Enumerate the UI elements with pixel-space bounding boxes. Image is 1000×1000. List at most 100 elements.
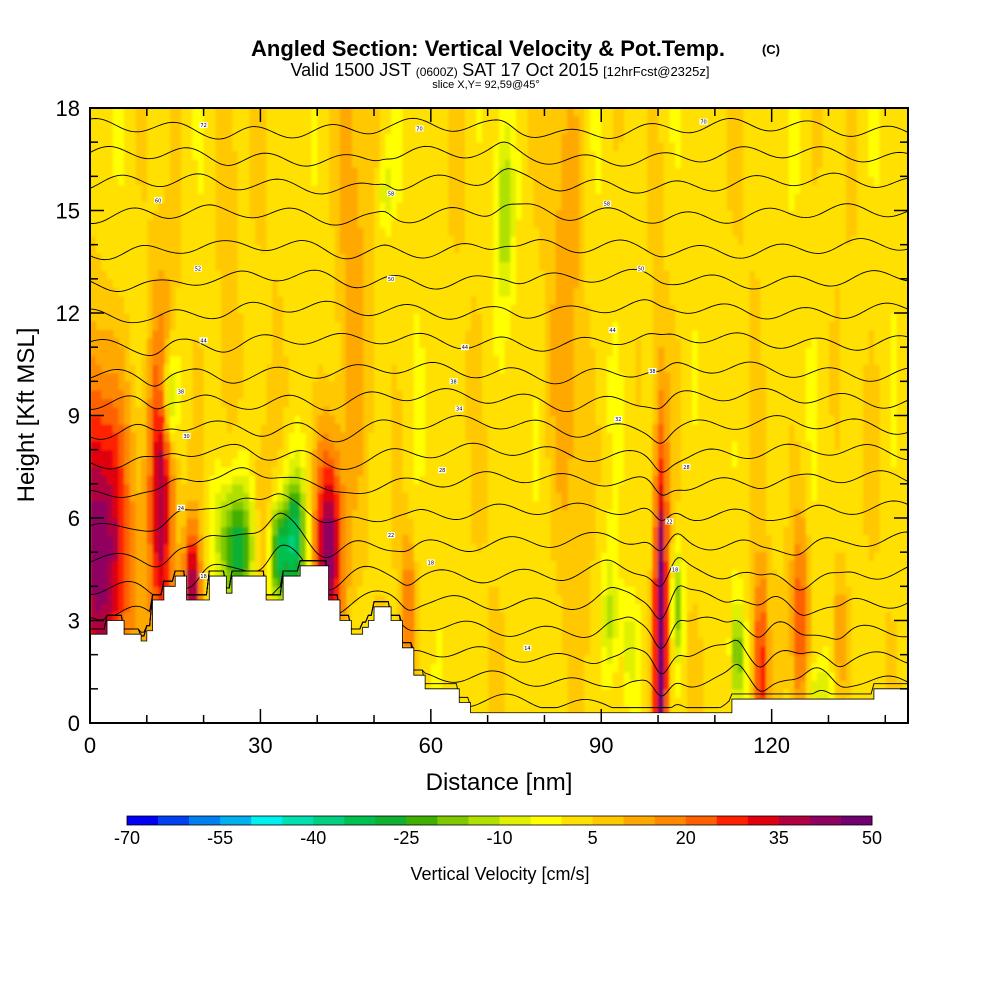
field-cell: [379, 483, 386, 493]
field-cell: [805, 526, 813, 536]
field-cell: [470, 620, 477, 630]
field-cell: [453, 577, 460, 587]
field-cell: [851, 483, 858, 493]
field-cell: [118, 603, 125, 613]
field-cell: [368, 449, 375, 459]
field-cell: [328, 526, 335, 536]
field-cell: [214, 398, 222, 408]
field-cell: [601, 688, 608, 698]
field-cell: [612, 569, 619, 579]
field-cell: [902, 680, 908, 690]
field-cell: [646, 492, 653, 502]
field-cell: [453, 535, 460, 545]
field-cell: [714, 705, 722, 716]
field-cell: [499, 398, 506, 408]
field-cell: [351, 424, 358, 434]
field-cell: [510, 509, 517, 519]
field-cell: [169, 415, 176, 425]
field-cell: [453, 441, 460, 451]
field-cell: [555, 688, 563, 698]
field-cell: [430, 466, 438, 476]
field-cell: [152, 338, 159, 348]
field-cell: [851, 389, 858, 400]
field-cell: [902, 637, 908, 647]
field-cell: [890, 526, 898, 536]
field-cell: [141, 569, 148, 579]
field-cell: [254, 560, 262, 570]
field-cell: [652, 560, 659, 570]
field-cell: [697, 398, 705, 408]
field-cell: [714, 688, 722, 698]
field-cell: [822, 680, 830, 690]
field-cell: [856, 492, 864, 502]
field-cell: [618, 458, 625, 468]
field-cell: [794, 577, 801, 587]
field-cell: [635, 629, 642, 639]
field-cell: [283, 338, 290, 348]
field-cell: [646, 389, 653, 400]
field-cell: [817, 355, 824, 365]
field-cell: [856, 535, 864, 545]
field-cell: [527, 552, 534, 562]
field-cell: [805, 620, 813, 630]
field-cell: [856, 629, 864, 639]
field-cell: [743, 432, 750, 442]
field-cell: [146, 569, 154, 579]
field-cell: [464, 560, 472, 570]
field-cell: [561, 355, 568, 365]
field-cell: [504, 475, 511, 485]
field-cell: [595, 406, 602, 417]
field-cell: [516, 415, 523, 425]
field-cell: [731, 449, 739, 459]
field-cell: [95, 594, 102, 605]
field-cell: [709, 518, 716, 528]
field-cell: [232, 483, 239, 493]
field-cell: [822, 449, 830, 459]
field-cell: [635, 680, 642, 690]
field-cell: [408, 594, 415, 605]
field-cell: [249, 338, 256, 348]
field-cell: [686, 483, 693, 493]
field-cell: [533, 663, 540, 673]
field-cell: [811, 398, 818, 408]
field-cell: [504, 654, 511, 664]
field-cell: [737, 500, 744, 511]
field-cell: [606, 629, 614, 639]
field-cell: [237, 500, 244, 511]
field-cell: [856, 577, 864, 587]
field-cell: [447, 526, 455, 536]
field-cell: [646, 372, 653, 382]
field-cell: [237, 552, 244, 562]
field-cell: [851, 671, 858, 681]
field-cell: [447, 355, 455, 365]
field-cell: [163, 466, 171, 476]
field-cell: [765, 466, 773, 476]
field-cell: [493, 372, 500, 382]
field-cell: [305, 552, 313, 562]
field-cell: [487, 526, 494, 536]
field-cell: [283, 466, 290, 476]
field-cell: [334, 518, 341, 528]
field-cell: [419, 492, 426, 502]
field-cell: [288, 406, 296, 417]
field-cell: [112, 432, 119, 442]
field-cell: [584, 680, 591, 690]
field-cell: [504, 466, 511, 476]
field-cell: [90, 466, 97, 476]
field-cell: [663, 705, 671, 716]
field-cell: [828, 458, 835, 468]
field-cell: [305, 355, 313, 365]
field-cell: [783, 364, 790, 374]
field-cell: [169, 432, 176, 442]
field-cell: [533, 364, 540, 374]
field-cell: [635, 671, 642, 681]
field-cell: [777, 424, 784, 434]
field-cell: [890, 543, 898, 553]
field-cell: [430, 543, 438, 553]
field-cell: [510, 577, 517, 587]
field-cell: [680, 629, 688, 639]
field-cell: [646, 466, 653, 476]
field-cell: [499, 347, 506, 357]
field-cell: [646, 475, 653, 485]
field-cell: [163, 372, 171, 382]
